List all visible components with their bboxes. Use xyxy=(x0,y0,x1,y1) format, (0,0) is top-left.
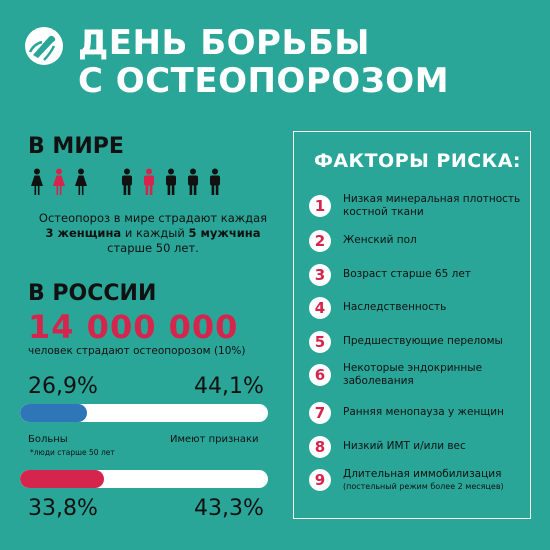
risk-factor-text: Некоторые эндокринные заболевания xyxy=(343,362,529,388)
risk-factor-text: Предшествующие переломы xyxy=(343,335,529,348)
men-gap xyxy=(104,470,161,488)
woman-icon xyxy=(31,168,43,195)
men-ratio: 5 мужчина xyxy=(188,226,261,240)
women-signs-percent: 44,1% xyxy=(194,374,264,399)
woman-icon xyxy=(53,168,65,195)
russia-heading: В РОССИИ xyxy=(28,281,157,306)
risk-factor-label: Некоторые эндокринные заболевания xyxy=(343,362,483,387)
risk-factor-label: Низкий ИМТ и/или вес xyxy=(343,440,466,452)
risk-factor-number: 6 xyxy=(309,364,331,386)
risk-factor-number: 1 xyxy=(309,195,331,217)
people-icons-row xyxy=(26,168,236,198)
world-description: Остеопороз в мире страдают каждая 3 женщ… xyxy=(28,211,278,256)
risk-factor-label: Низкая минеральная плотность костной тка… xyxy=(343,193,521,218)
risk-factor-number: 2 xyxy=(309,230,331,252)
risk-factor-text: Возраст старше 65 лет xyxy=(343,268,529,281)
man-icon xyxy=(166,168,176,195)
risk-factors-title: ФАКТОРЫ РИСКА: xyxy=(314,150,522,172)
risk-factor-label: Наследственность xyxy=(343,301,447,313)
risk-factor-label: Предшествующие переломы xyxy=(343,335,503,347)
risk-factor-text: Женский пол xyxy=(343,234,529,247)
risk-factor-number: 3 xyxy=(309,264,331,286)
man-icon xyxy=(122,168,132,195)
risk-factor-number: 5 xyxy=(309,331,331,353)
women-sick-percent: 26,9% xyxy=(28,374,98,399)
risk-factor-text: Ранняя менопауза у женщин xyxy=(343,406,529,419)
risk-factor-text: Низкая минеральная плотность костной тка… xyxy=(343,193,529,219)
risk-factor-label: Длительная иммобилизация xyxy=(343,468,502,480)
russia-subtitle: человек страдают остеопорозом (10%) xyxy=(28,345,246,357)
man-icon xyxy=(144,168,154,195)
risk-factor-text: Наследственность xyxy=(343,301,529,314)
men-sick-fill xyxy=(20,470,104,488)
men-sick-percent: 33,8% xyxy=(28,496,98,521)
risk-factor-label: Женский пол xyxy=(343,234,417,246)
woman-icon xyxy=(75,168,87,195)
risk-factor-number: 4 xyxy=(309,297,331,319)
risk-factor-number: 9 xyxy=(309,469,331,491)
risk-factor-text: Длительная иммобилизация (постельный режи… xyxy=(343,468,529,492)
risk-factor-label: Ранняя менопауза у женщин xyxy=(343,406,504,418)
risk-factor-subtext: (постельный режим более 2 месяцев) xyxy=(343,482,504,491)
russia-big-number: 14 000 000 xyxy=(28,308,239,346)
title-line-1: ДЕНЬ БОРЬБЫ xyxy=(78,23,371,63)
sick-label: Больны xyxy=(28,434,68,445)
risk-factor-number: 7 xyxy=(309,402,331,424)
risk-factors-panel: ФАКТОРЫ РИСКА: 1 Низкая минеральная плотн… xyxy=(293,131,531,519)
man-icon xyxy=(188,168,198,195)
signs-label: Имеют признаки xyxy=(170,434,259,445)
page-title: ДЕНЬ БОРЬБЫ С ОСТЕОПОРОЗОМ xyxy=(78,24,538,100)
men-stats-bar xyxy=(20,470,268,488)
man-icon xyxy=(210,168,220,195)
man-icon xyxy=(142,472,146,486)
world-text-and: и каждый xyxy=(121,226,189,240)
women-sick-fill xyxy=(20,404,87,422)
footnote: *люди старше 50 лет xyxy=(30,448,115,457)
woman-icon xyxy=(141,406,147,420)
men-signs-percent: 43,3% xyxy=(194,496,264,521)
risk-factor-text: Низкий ИМТ и/или вес xyxy=(343,440,529,453)
world-heading: В МИРЕ xyxy=(28,134,124,159)
women-stats-bar xyxy=(20,404,268,422)
risk-factor-number: 8 xyxy=(309,436,331,458)
title-line-2: С ОСТЕОПОРОЗОМ xyxy=(78,61,450,101)
risk-factor-label: Возраст старше 65 лет xyxy=(343,268,471,280)
women-ratio: 3 женщина xyxy=(45,226,122,240)
world-text-line-3: старше 50 лет. xyxy=(107,241,199,255)
world-text-line-1: Остеопороз в мире страдают каждая xyxy=(38,211,268,225)
bone-logo-icon xyxy=(25,27,63,65)
world-text-line-2: 3 женщина и каждый 5 мужчина xyxy=(28,226,278,241)
